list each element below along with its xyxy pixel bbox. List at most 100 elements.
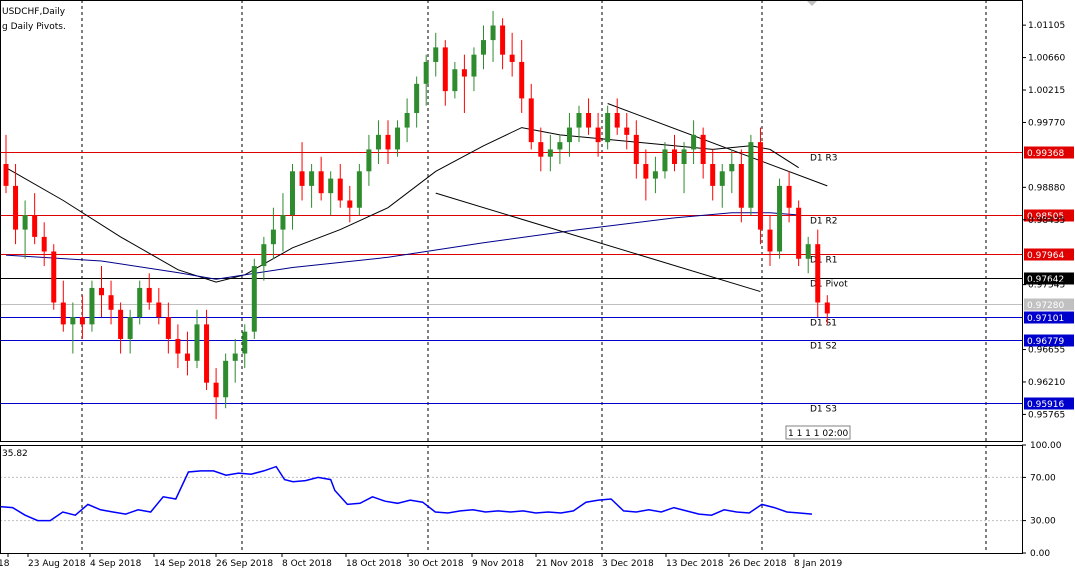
trendlines: [435, 103, 828, 293]
candle-body: [108, 295, 114, 310]
pivot-lines: D1 R3 D1 R2 D1 R1 D1 Pivot D1 S1 D1 S2 D1 S3: [0, 152, 1022, 415]
price-tick-label: 0.95765: [1028, 410, 1065, 420]
pivot-price-label: 0.99368: [1027, 149, 1064, 159]
pivot-price-label: 0.97642: [1027, 275, 1064, 285]
date-label: 9 Nov 2018: [472, 559, 524, 569]
candle-body: [137, 287, 143, 318]
candle-body: [270, 229, 276, 245]
candle-body: [423, 61, 429, 84]
candle-body: [796, 207, 802, 259]
pivot-price-tag: [1024, 248, 1074, 261]
price-tick-label: 0.99770: [1028, 118, 1065, 128]
timer-text: 1 1 1 1 02:00: [788, 429, 849, 439]
candle-body: [232, 353, 238, 361]
candle-body: [652, 171, 658, 179]
candle-body: [824, 302, 830, 314]
moving-average-line: [5, 127, 799, 283]
candle-body: [89, 287, 95, 325]
candle-body: [786, 185, 792, 208]
candle-body: [404, 112, 410, 128]
candle-body: [375, 134, 381, 150]
symbol-label: USDCHF,Daily: [2, 7, 66, 17]
pivot-price-label: 0.97964: [1027, 251, 1064, 261]
candle-body: [13, 185, 19, 230]
candle-body: [213, 382, 219, 398]
date-label: 26 Dec 2018: [729, 559, 787, 569]
candle-body: [815, 244, 821, 303]
candle-body: [662, 149, 668, 172]
candle-body: [165, 317, 171, 339]
date-label: 4 Sep 2018: [90, 559, 142, 569]
pivot-label: D1 R1: [810, 256, 838, 266]
pivot-price-tag: [1024, 209, 1074, 222]
candle-body: [481, 40, 486, 55]
candle-body: [70, 317, 76, 325]
trendline: [607, 103, 828, 187]
pivot-price-label: 0.98505: [1027, 212, 1064, 222]
candle-body: [700, 134, 706, 165]
pivot-label: D1 S3: [810, 405, 837, 415]
current-price-label: 0.97280: [1027, 301, 1064, 311]
oscillator-tick-label: 70.00: [1030, 473, 1056, 483]
candle-body: [767, 229, 773, 252]
candle-body: [471, 54, 477, 77]
oscillator-panel-frame: [0, 445, 1023, 554]
candle-body: [309, 171, 315, 186]
candle-body: [3, 164, 9, 186]
candle-body: [691, 134, 697, 150]
candle-body: [385, 134, 391, 150]
candle-body: [643, 164, 649, 179]
pivot-price-tag: [1024, 146, 1074, 159]
price-panel-frame: [0, 0, 1023, 442]
candle-body: [633, 134, 639, 165]
price-axis: 0.99368 0.98505 0.97964 0.97642 0.97101 0.967…: [1022, 21, 1074, 420]
candle-body: [156, 302, 162, 318]
date-label: 8 Oct 2018: [282, 559, 332, 569]
candle-body: [118, 309, 124, 339]
candle-body: [204, 324, 210, 383]
candle-body: [681, 149, 687, 165]
price-tick-label: 0.96210: [1028, 378, 1065, 388]
candle-body: [194, 324, 200, 361]
candle-body: [490, 25, 496, 41]
date-label: 30 Oct 2018: [408, 559, 464, 569]
candle-body: [624, 127, 630, 135]
price-tick-label: 1.01105: [1028, 21, 1065, 31]
candle-body: [328, 178, 334, 194]
candle-body: [146, 287, 152, 303]
candle-body: [557, 142, 563, 150]
candle-body: [242, 331, 248, 354]
date-label: 23 Aug 2018: [28, 559, 86, 569]
candle-body: [452, 69, 458, 92]
oscillator-line: [0, 465, 813, 522]
candle-body: [509, 54, 515, 62]
pivot-label: D1 S2: [810, 342, 837, 352]
candle-body: [127, 317, 133, 339]
pivot-price-label: 0.96779: [1027, 337, 1064, 347]
candle-body: [251, 266, 257, 332]
candle-body: [280, 215, 286, 230]
candle-body: [547, 149, 553, 157]
candle-body: [805, 244, 811, 259]
pivot-price-tag: [1024, 272, 1074, 285]
candle-body: [719, 171, 725, 186]
candle-body: [184, 353, 190, 361]
pivot-price-label: 0.95916: [1027, 400, 1064, 410]
candle-body: [51, 251, 57, 303]
shift-marker-icon: [806, 0, 818, 6]
date-label: 8 Jan 2019: [794, 559, 842, 569]
candle-body: [290, 171, 295, 216]
oscillator-tick-label: 0.00: [1030, 549, 1050, 559]
candle-body: [777, 185, 783, 252]
date-label: 18: [0, 559, 10, 569]
candle-body: [605, 112, 611, 143]
candle-body: [710, 164, 716, 186]
candle-body: [586, 112, 592, 128]
candle-body: [566, 127, 572, 143]
candle-body: [60, 302, 66, 325]
candle-body: [261, 244, 267, 267]
candle-body: [22, 215, 28, 230]
candle-body: [461, 69, 467, 77]
candle-body: [500, 25, 506, 55]
